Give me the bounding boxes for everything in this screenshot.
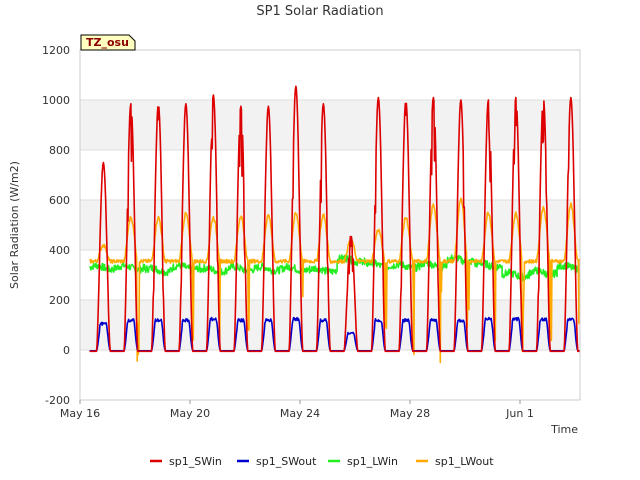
plot-frame [79, 49, 581, 401]
y-tick-label: 1200 [42, 44, 70, 57]
tz-badge-label: TZ_osu [86, 36, 129, 49]
x-tick-label: May 20 [170, 407, 210, 420]
y-tick-label: 800 [49, 144, 70, 157]
y-tick-label: 600 [49, 194, 70, 207]
x-tick-label: May 28 [390, 407, 430, 420]
x-tick-label: Jun 1 [505, 407, 534, 420]
y-tick-label: 400 [49, 244, 70, 257]
axes [79, 49, 581, 401]
legend-item-sp1_SWin: sp1_SWin [150, 455, 222, 468]
grid-band [80, 50, 580, 100]
grid-band [80, 350, 580, 400]
y-tick-labels: -200 0 200 400 600 800 1000 1200 [42, 44, 70, 407]
grid-band [80, 100, 580, 150]
plot-background [80, 50, 580, 400]
legend-item-sp1_LWin: sp1_LWin [328, 455, 398, 468]
x-tick-labels: May 16 May 20 May 24 May 28 Jun 1 [60, 400, 534, 420]
series-line-sp1_LWout [89, 197, 580, 364]
legend: sp1_SWin sp1_SWout sp1_LWin sp1_LWout [150, 455, 494, 468]
tz-badge-box [80, 34, 136, 51]
y-tick-label: 200 [49, 294, 70, 307]
y-tick-label: 1000 [42, 94, 70, 107]
x-tick-label: May 16 [60, 407, 100, 420]
legend-label: sp1_LWin [347, 455, 398, 468]
grid-band [80, 150, 580, 200]
tz-badge: TZ_osu [80, 34, 136, 51]
y-tick-label: 0 [63, 344, 70, 357]
series-layer [88, 85, 580, 364]
chart-title: SP1 Solar Radiation [256, 4, 383, 19]
legend-label: sp1_SWout [256, 455, 317, 468]
x-axis-label: Time [550, 423, 578, 436]
legend-label: sp1_LWout [435, 455, 494, 468]
legend-item-sp1_LWout: sp1_LWout [416, 455, 494, 468]
series-line-sp1_LWin [88, 254, 580, 282]
legend-label: sp1_SWin [169, 455, 222, 468]
legend-item-sp1_SWout: sp1_SWout [237, 455, 317, 468]
series-line-sp1_SWin [89, 85, 580, 353]
y-tick-label: -200 [45, 394, 70, 407]
y-axis-label: Solar Radiation (W/m2) [8, 161, 21, 289]
x-tick-label: May 24 [280, 407, 320, 420]
